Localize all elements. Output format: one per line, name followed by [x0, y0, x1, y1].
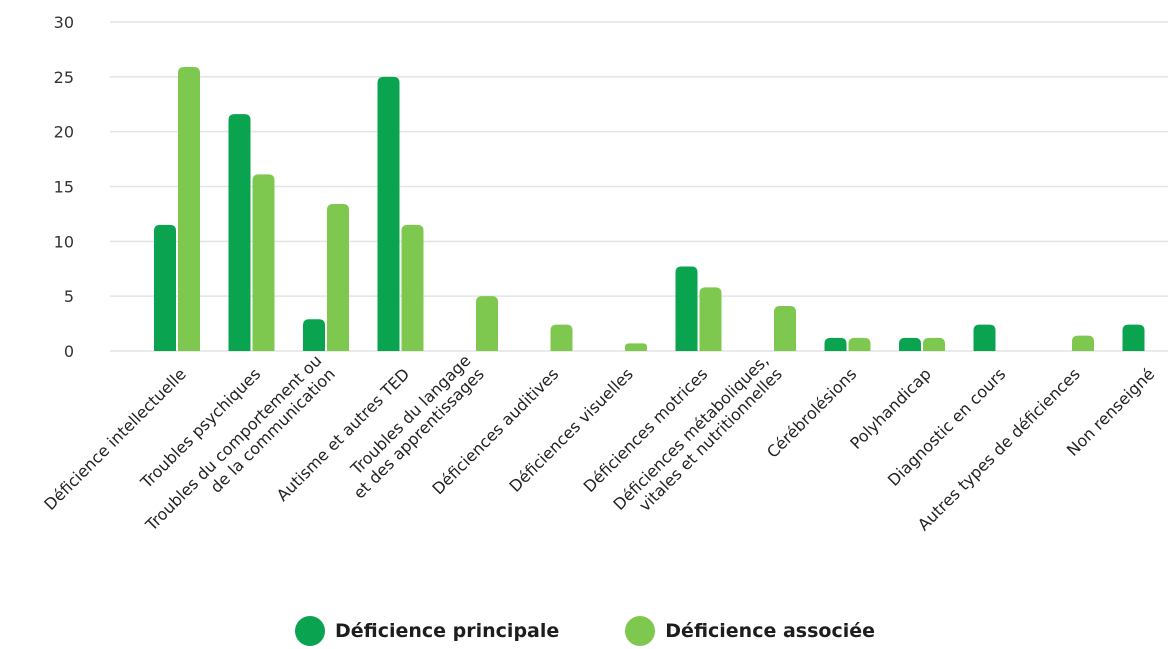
- x-tick-label: Déficience intellectuelle: [40, 364, 189, 513]
- x-tick-label-line: et des apprentissages: [350, 364, 488, 502]
- bar-associee: [550, 324, 573, 351]
- bar-principale: [899, 337, 921, 351]
- x-tick-label-line: Déficiences visuelles: [505, 364, 636, 495]
- bar-associee: [923, 337, 945, 351]
- bar-associee: [774, 306, 796, 351]
- bar-principale: [1122, 324, 1145, 351]
- bar-associee: [327, 204, 349, 351]
- legend-swatch-principale: [294, 616, 325, 646]
- x-tick-label-line: Déficience intellectuelle: [40, 364, 189, 513]
- y-tick-label: 20: [54, 123, 74, 142]
- y-tick-label: 5: [64, 287, 74, 306]
- bar-associee: [252, 174, 275, 351]
- bar-associee: [476, 296, 498, 351]
- y-tick-label: 30: [54, 13, 74, 32]
- legend-label-principale: Déficience principale: [334, 620, 560, 642]
- y-tick-label: 0: [64, 342, 74, 361]
- x-tick-label-line: de la communication: [206, 364, 338, 496]
- bar-principale: [824, 337, 847, 351]
- bar-principale: [303, 319, 325, 351]
- bar-associee: [848, 337, 871, 351]
- bar-principale: [228, 114, 251, 352]
- y-tick-label: 25: [54, 68, 74, 87]
- legend-swatch-associee: [625, 616, 656, 646]
- bar-principale: [675, 266, 698, 351]
- legend: Déficience principale Déficience associé…: [0, 616, 1170, 646]
- x-tick-label-line: vitales et nutritionnelles: [635, 364, 786, 515]
- y-tick-label: 10: [54, 232, 74, 251]
- bar-associee: [401, 224, 424, 351]
- legend-item-principale: Déficience principale: [294, 616, 560, 646]
- y-tick-label: 15: [54, 178, 74, 197]
- x-tick-label-line: Autres types de déficiences: [914, 364, 1084, 534]
- bar-associee: [178, 66, 200, 352]
- x-tick-label: Autres types de déficiences: [914, 364, 1084, 534]
- bar-associee: [625, 343, 647, 351]
- legend-item-associee: Déficience associée: [625, 616, 875, 646]
- bar-associee: [1072, 335, 1094, 351]
- bar-principale: [154, 224, 176, 351]
- bar-principale: [973, 324, 996, 351]
- legend-label-associee: Déficience associée: [665, 620, 876, 642]
- bar-principale: [377, 76, 400, 351]
- x-tick-label: Déficiences visuelles: [505, 364, 636, 495]
- bar-associee: [699, 287, 722, 351]
